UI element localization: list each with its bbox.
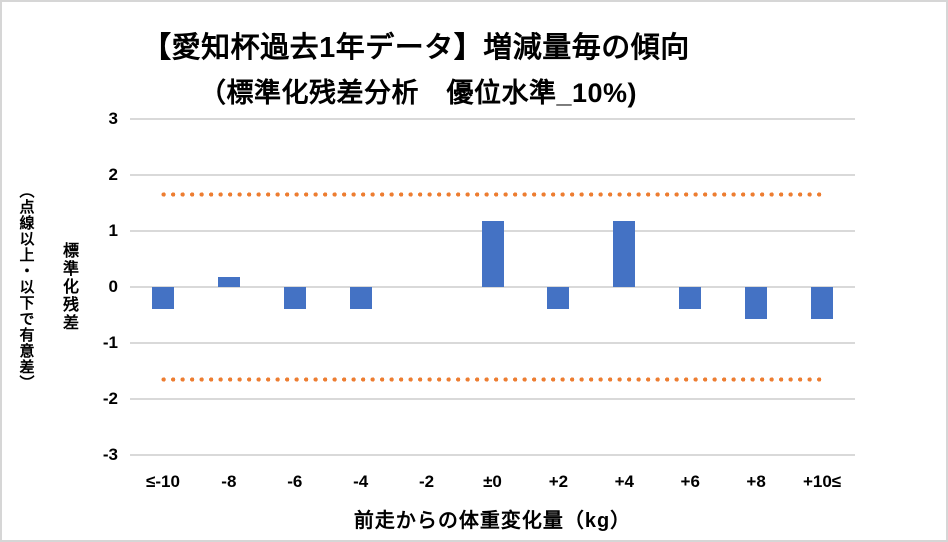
x-tick-label: ±0 bbox=[483, 472, 502, 491]
lower-threshold-line bbox=[160, 376, 825, 382]
y-tick-label: -1 bbox=[102, 333, 118, 352]
y-tick-label: 0 bbox=[108, 277, 118, 296]
bar-≤-10 bbox=[151, 287, 174, 310]
gridline bbox=[130, 286, 855, 288]
y-tick-label: 2 bbox=[108, 165, 118, 184]
x-tick-label: ≤-10 bbox=[146, 472, 180, 491]
gridline bbox=[130, 342, 855, 344]
x-tick-label: +4 bbox=[614, 472, 634, 491]
x-tick-label: -8 bbox=[221, 472, 237, 491]
x-tick-label: +2 bbox=[548, 472, 569, 491]
x-axis-title: 前走からの体重変化量（kg） bbox=[353, 510, 632, 532]
bar-+2 bbox=[547, 287, 570, 310]
bar--6 bbox=[283, 287, 306, 310]
bar-+10≤ bbox=[811, 287, 834, 319]
gridline bbox=[130, 174, 855, 176]
y-tick-label: 3 bbox=[108, 109, 118, 128]
bar-+4 bbox=[613, 221, 636, 287]
x-tick-label: +6 bbox=[680, 472, 700, 491]
chart-title-line1: 【愛知杯過去1年データ】増減量毎の傾向 bbox=[142, 32, 690, 64]
y-tick-label: -3 bbox=[102, 445, 118, 464]
x-tick-label: +8 bbox=[746, 472, 766, 491]
x-tick-label: -4 bbox=[353, 472, 369, 491]
gridline bbox=[130, 398, 855, 400]
x-tick-label: +10≤ bbox=[802, 472, 842, 491]
x-tick-label: -6 bbox=[287, 472, 303, 491]
y-axis-note: （点線以上・以下で有意差） bbox=[17, 183, 35, 391]
chart-title-line2: （標準化残差分析 優位水準_10%) bbox=[198, 78, 638, 108]
y-tick-label: 1 bbox=[108, 221, 118, 240]
bar--8 bbox=[217, 276, 240, 287]
gridline bbox=[130, 454, 855, 456]
y-axis-title: 標準化残差 bbox=[60, 242, 77, 332]
bar--4 bbox=[349, 287, 372, 310]
x-tick-label: -2 bbox=[419, 472, 435, 491]
y-tick-label: -2 bbox=[102, 389, 118, 408]
bar-+8 bbox=[745, 287, 768, 319]
upper-threshold-line bbox=[160, 192, 825, 198]
bar-+6 bbox=[679, 287, 702, 310]
gridline bbox=[130, 118, 855, 120]
bar-±0 bbox=[481, 221, 504, 287]
